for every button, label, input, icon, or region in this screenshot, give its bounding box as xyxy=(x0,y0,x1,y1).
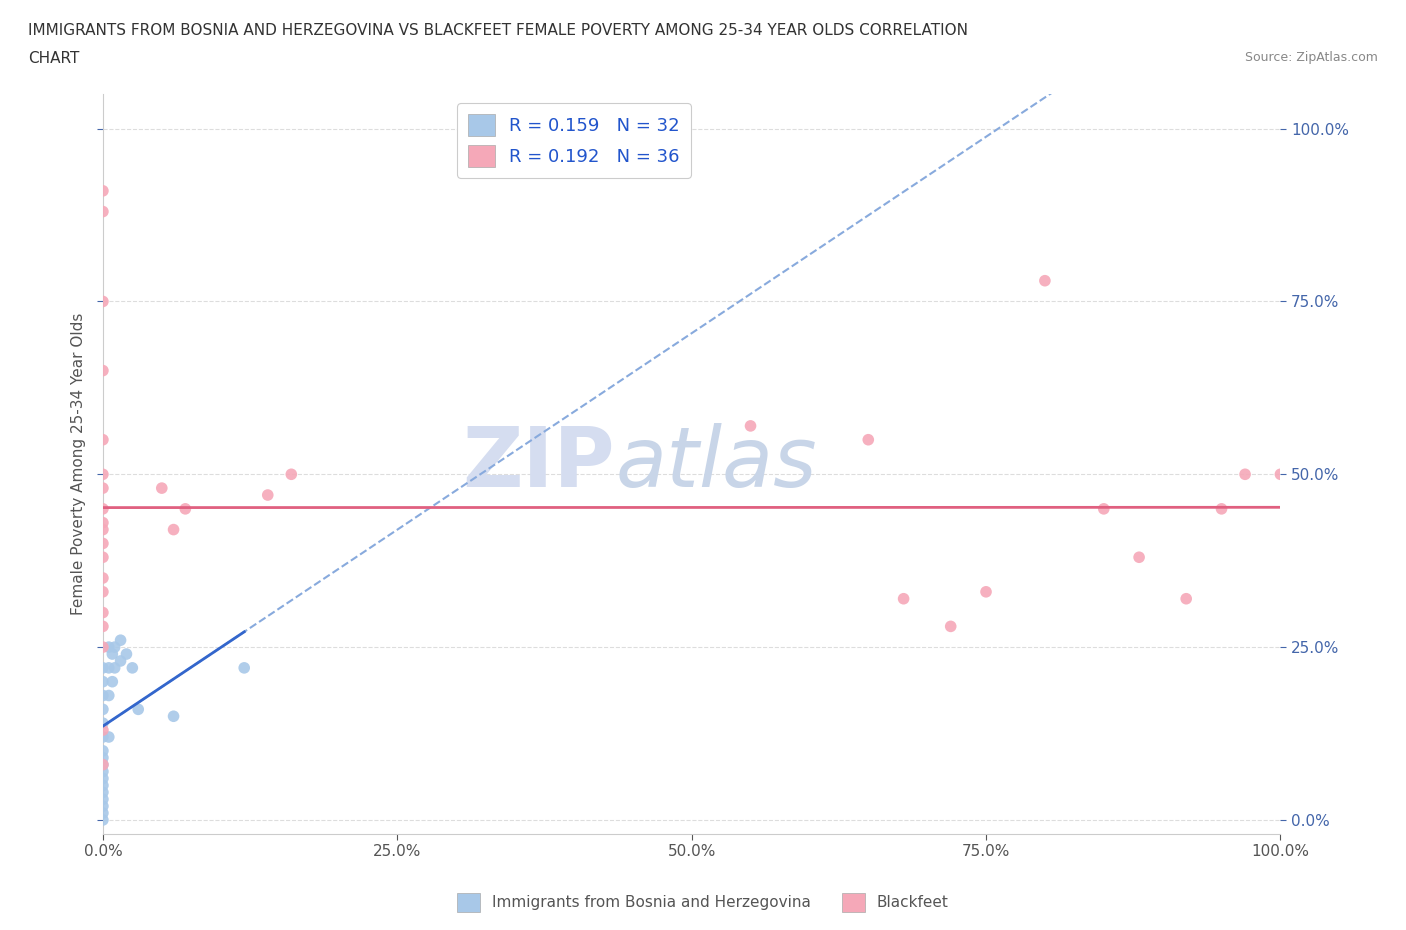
Point xyxy=(91,785,114,800)
Point xyxy=(110,632,132,647)
Point xyxy=(91,294,114,309)
Point xyxy=(91,619,114,634)
Point xyxy=(91,481,114,496)
Point xyxy=(91,363,114,378)
Point xyxy=(91,467,114,482)
Point xyxy=(256,487,278,502)
Text: IMMIGRANTS FROM BOSNIA AND HERZEGOVINA VS BLACKFEET FEMALE POVERTY AMONG 25-34 Y: IMMIGRANTS FROM BOSNIA AND HERZEGOVINA V… xyxy=(28,23,969,38)
Point xyxy=(974,584,997,599)
Point xyxy=(1033,273,1056,288)
Point xyxy=(91,757,114,772)
Point xyxy=(1234,467,1257,482)
Point xyxy=(101,674,124,689)
Point xyxy=(162,522,184,537)
Point xyxy=(91,536,114,551)
Point xyxy=(91,757,114,772)
Point xyxy=(91,570,114,585)
Point xyxy=(1092,501,1115,516)
Point xyxy=(91,640,114,655)
Point xyxy=(150,481,173,496)
Point xyxy=(1211,501,1233,516)
Point xyxy=(91,660,114,675)
Point xyxy=(91,550,114,565)
Point xyxy=(91,501,114,516)
Point xyxy=(280,467,302,482)
Point xyxy=(893,591,915,606)
Point xyxy=(91,723,114,737)
Point xyxy=(104,660,127,675)
Point xyxy=(740,418,762,433)
Y-axis label: Female Poverty Among 25-34 Year Olds: Female Poverty Among 25-34 Year Olds xyxy=(72,312,86,615)
Text: atlas: atlas xyxy=(614,423,817,504)
Point xyxy=(174,501,197,516)
Point xyxy=(91,584,114,599)
Point xyxy=(115,646,138,661)
Point xyxy=(91,515,114,530)
Point xyxy=(91,716,114,731)
Legend: R = 0.159   N = 32, R = 0.192   N = 36: R = 0.159 N = 32, R = 0.192 N = 36 xyxy=(457,103,690,178)
Point xyxy=(97,640,120,655)
Point xyxy=(91,702,114,717)
Text: ZIP: ZIP xyxy=(463,423,614,504)
Point xyxy=(233,660,256,675)
Point xyxy=(91,674,114,689)
Point xyxy=(91,688,114,703)
Point xyxy=(91,729,114,744)
Legend: Immigrants from Bosnia and Herzegovina, Blackfeet: Immigrants from Bosnia and Herzegovina, … xyxy=(451,887,955,918)
Point xyxy=(91,805,114,820)
Point xyxy=(91,813,114,828)
Point xyxy=(97,688,120,703)
Text: Source: ZipAtlas.com: Source: ZipAtlas.com xyxy=(1244,51,1378,64)
Point xyxy=(858,432,880,447)
Point xyxy=(127,702,149,717)
Point xyxy=(121,660,143,675)
Point xyxy=(110,654,132,669)
Point xyxy=(91,799,114,814)
Text: CHART: CHART xyxy=(28,51,80,66)
Point xyxy=(91,791,114,806)
Point xyxy=(91,743,114,758)
Point xyxy=(91,183,114,198)
Point xyxy=(91,205,114,219)
Point xyxy=(91,778,114,793)
Point xyxy=(1175,591,1198,606)
Point xyxy=(91,771,114,786)
Point xyxy=(97,729,120,744)
Point xyxy=(97,660,120,675)
Point xyxy=(91,605,114,620)
Point xyxy=(1128,550,1150,565)
Point xyxy=(101,646,124,661)
Point xyxy=(104,640,127,655)
Point xyxy=(91,522,114,537)
Point xyxy=(1270,467,1292,482)
Point xyxy=(91,751,114,765)
Point xyxy=(91,764,114,779)
Point xyxy=(162,709,184,724)
Point xyxy=(91,432,114,447)
Point xyxy=(939,619,962,634)
